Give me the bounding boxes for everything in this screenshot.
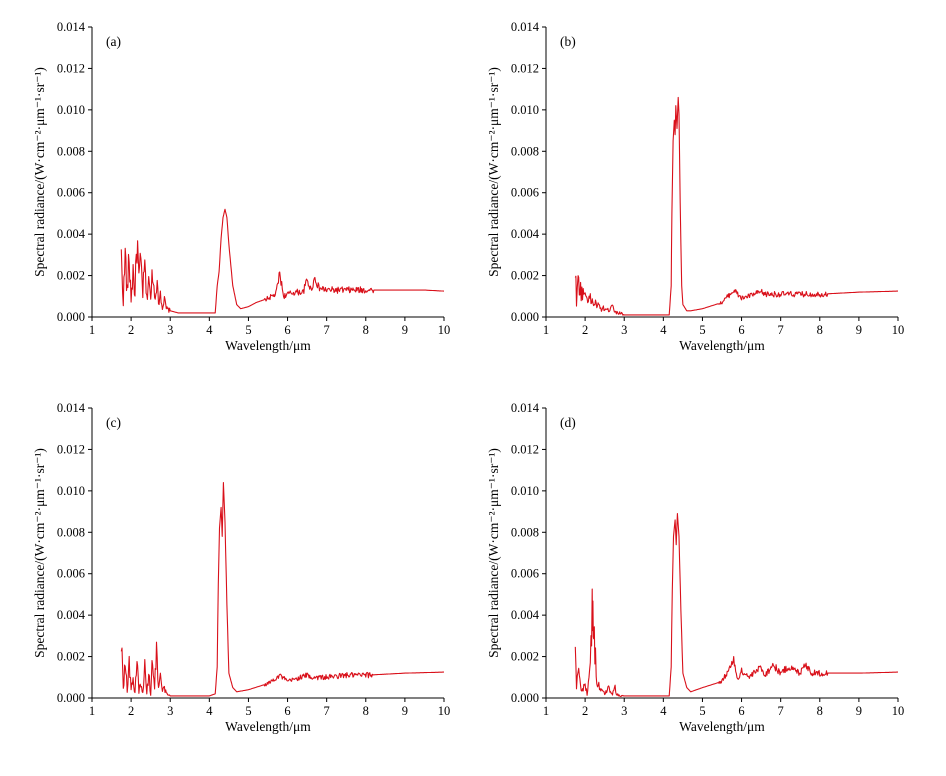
- y-tick-label: 0.012: [511, 442, 539, 456]
- x-axis-label: Wavelength/μm: [679, 338, 765, 353]
- x-tick-label: 6: [738, 323, 744, 337]
- y-tick-label: 0.012: [57, 61, 85, 75]
- y-tick-label: 0.000: [511, 310, 539, 324]
- y-tick-label: 0.014: [511, 20, 540, 34]
- y-tick-label: 0.002: [57, 269, 85, 283]
- x-tick-label: 3: [167, 704, 173, 718]
- y-tick-label: 0.010: [511, 484, 539, 498]
- y-tick-label: 0.012: [57, 442, 85, 456]
- y-tick-label: 0.010: [511, 103, 539, 117]
- x-axis-label: Wavelength/μm: [679, 719, 765, 734]
- y-tick-label: 0.004: [511, 227, 540, 241]
- x-axis-label: Wavelength/μm: [225, 719, 311, 734]
- chart-panel: 0.000 0.002 0.004 0.006 0.008 0.010 0.012 0.014…: [486, 20, 904, 353]
- spectrum-line: [120, 482, 444, 697]
- x-tick-label: 10: [892, 323, 905, 337]
- y-tick-label: 0.006: [57, 186, 85, 200]
- y-tick-label: 0.008: [511, 525, 539, 539]
- x-tick-label: 7: [324, 704, 330, 718]
- panel-label: (d): [560, 415, 576, 430]
- spectrum-line: [574, 513, 898, 698]
- x-tick-label: 8: [817, 323, 823, 337]
- y-tick-label: 0.008: [57, 525, 85, 539]
- x-tick-label: 5: [245, 704, 251, 718]
- x-tick-label: 5: [699, 323, 705, 337]
- y-tick-label: 0.006: [511, 186, 539, 200]
- x-tick-label: 1: [89, 323, 95, 337]
- y-axis-label: Spectral radiance/(W·cm⁻²·μm⁻¹·sr⁻¹): [32, 448, 47, 658]
- y-tick-label: 0.014: [57, 20, 86, 34]
- chart-panel: 0.000 0.002 0.004 0.006 0.008 0.010 0.012 0.014…: [32, 401, 450, 734]
- y-tick-label: 0.002: [511, 650, 539, 664]
- x-tick-label: 7: [778, 704, 784, 718]
- spectrum-line: [574, 96, 898, 316]
- x-tick-label: 6: [738, 704, 744, 718]
- x-tick-label: 8: [817, 704, 823, 718]
- y-tick-label: 0.000: [57, 310, 85, 324]
- spectrum-line: [120, 208, 444, 314]
- x-tick-label: 9: [402, 704, 408, 718]
- chart-panel: 0.000 0.002 0.004 0.006 0.008 0.010 0.012 0.014…: [32, 20, 450, 353]
- panel-label: (c): [106, 415, 121, 430]
- x-tick-label: 2: [128, 704, 134, 718]
- x-tick-label: 1: [543, 704, 549, 718]
- y-tick-label: 0.002: [511, 269, 539, 283]
- x-tick-label: 7: [778, 323, 784, 337]
- y-tick-label: 0.012: [511, 61, 539, 75]
- y-axis-label: Spectral radiance/(W·cm⁻²·μm⁻¹·sr⁻¹): [486, 67, 501, 277]
- x-tick-label: 2: [582, 704, 588, 718]
- x-tick-label: 9: [856, 704, 862, 718]
- x-tick-label: 7: [324, 323, 330, 337]
- y-tick-label: 0.008: [511, 144, 539, 158]
- x-tick-label: 9: [402, 323, 408, 337]
- x-tick-label: 4: [206, 323, 213, 337]
- x-tick-label: 3: [621, 704, 627, 718]
- x-tick-label: 10: [892, 704, 905, 718]
- x-tick-label: 6: [284, 704, 290, 718]
- x-tick-label: 6: [284, 323, 290, 337]
- panel-label: (b): [560, 34, 576, 49]
- x-tick-label: 4: [206, 704, 213, 718]
- x-tick-label: 5: [699, 704, 705, 718]
- y-tick-label: 0.010: [57, 484, 85, 498]
- y-tick-label: 0.000: [511, 691, 539, 705]
- x-tick-label: 3: [621, 323, 627, 337]
- x-tick-label: 5: [245, 323, 251, 337]
- x-tick-label: 2: [582, 323, 588, 337]
- x-tick-label: 3: [167, 323, 173, 337]
- x-tick-label: 8: [363, 704, 369, 718]
- x-tick-label: 1: [89, 704, 95, 718]
- x-tick-label: 4: [660, 704, 667, 718]
- y-tick-label: 0.006: [57, 567, 85, 581]
- y-tick-label: 0.002: [57, 650, 85, 664]
- y-tick-label: 0.014: [511, 401, 540, 415]
- x-tick-label: 8: [363, 323, 369, 337]
- x-tick-label: 2: [128, 323, 134, 337]
- x-axis-label: Wavelength/μm: [225, 338, 311, 353]
- y-tick-label: 0.006: [511, 567, 539, 581]
- y-tick-label: 0.004: [511, 608, 540, 622]
- x-tick-label: 4: [660, 323, 667, 337]
- chart-panel: 0.000 0.002 0.004 0.006 0.008 0.010 0.012 0.014…: [486, 401, 904, 734]
- x-tick-label: 10: [438, 323, 451, 337]
- y-tick-label: 0.000: [57, 691, 85, 705]
- x-tick-label: 10: [438, 704, 451, 718]
- y-tick-label: 0.008: [57, 144, 85, 158]
- x-tick-label: 1: [543, 323, 549, 337]
- y-tick-label: 0.004: [57, 608, 86, 622]
- y-axis-label: Spectral radiance/(W·cm⁻²·μm⁻¹·sr⁻¹): [486, 448, 501, 658]
- x-tick-label: 9: [856, 323, 862, 337]
- y-axis-label: Spectral radiance/(W·cm⁻²·μm⁻¹·sr⁻¹): [32, 67, 47, 277]
- y-tick-label: 0.014: [57, 401, 86, 415]
- y-tick-label: 0.004: [57, 227, 86, 241]
- y-tick-label: 0.010: [57, 103, 85, 117]
- panel-label: (a): [106, 34, 121, 49]
